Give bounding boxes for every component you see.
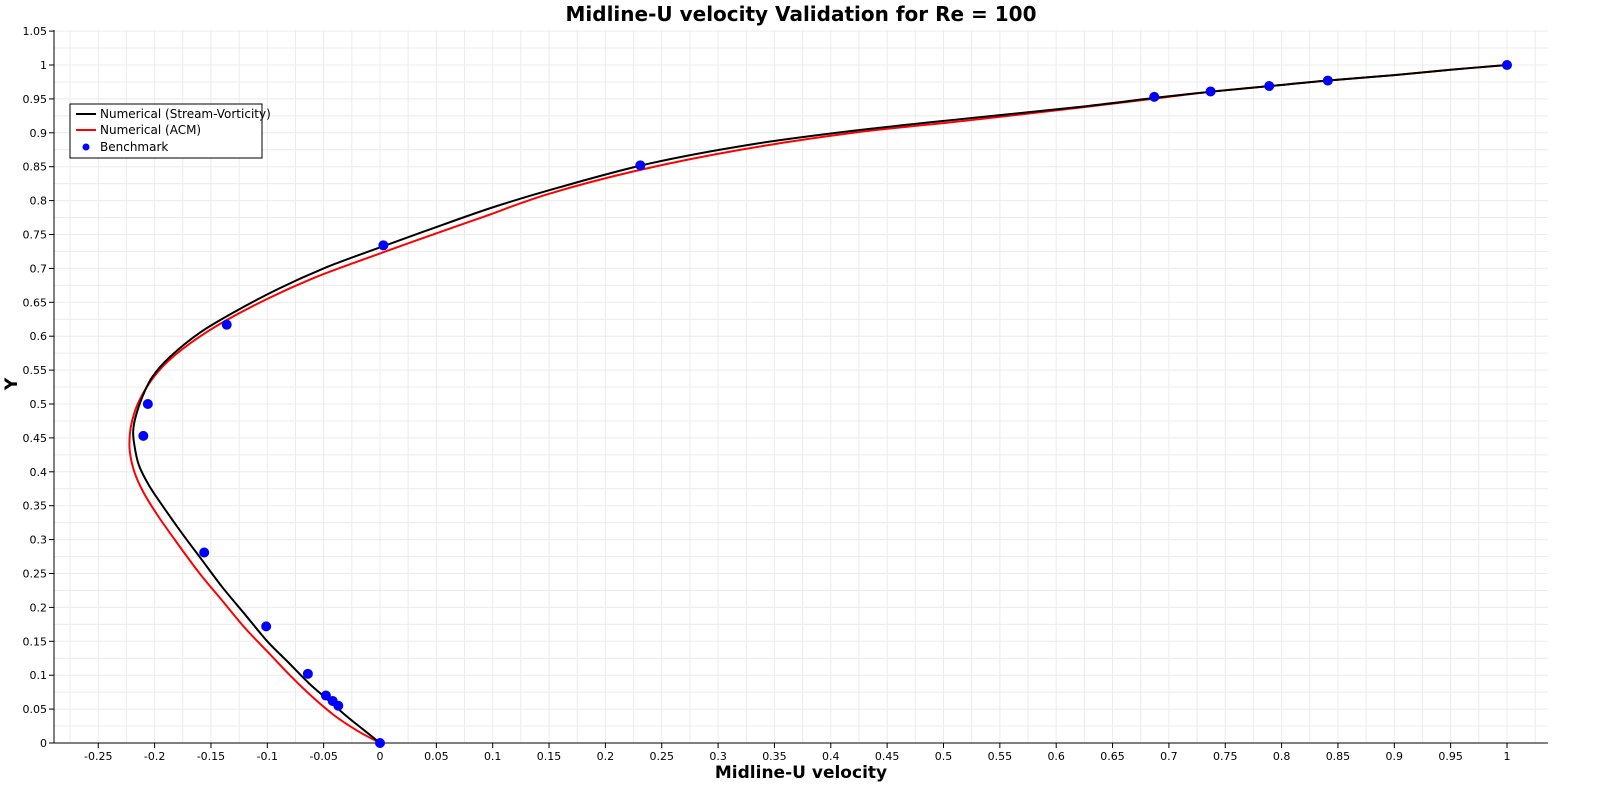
y-tick-label: 0.35 <box>23 500 48 513</box>
x-tick-label: 0.05 <box>424 750 449 763</box>
x-tick-label: 0.65 <box>1100 750 1125 763</box>
x-tick-label: 0.25 <box>650 750 675 763</box>
legend-label-stream-vorticity: Numerical (Stream-Vorticity) <box>100 107 271 121</box>
benchmark-point <box>327 695 338 706</box>
benchmark-point <box>635 160 646 171</box>
x-tick-label: 0.3 <box>709 750 727 763</box>
benchmark-point <box>261 621 272 632</box>
benchmark-point <box>142 399 153 409</box>
legend-label-acm: Numerical (ACM) <box>100 123 201 137</box>
axes <box>53 30 1548 744</box>
x-tick-label: 0.45 <box>875 750 900 763</box>
legend-box <box>69 103 263 159</box>
x-tick-label: -0.2 <box>144 750 165 763</box>
x-tick-label: -0.1 <box>257 750 278 763</box>
chart-title: Midline-U velocity Validation for Re = 1… <box>566 2 1037 26</box>
y-tick-label: 0.9 <box>30 127 48 140</box>
y-tick-label: 0.7 <box>30 262 48 275</box>
benchmark-point <box>138 430 149 441</box>
x-tick-label: 0.85 <box>1326 750 1351 763</box>
grid-lines <box>54 30 1548 743</box>
y-tick-label: 0.45 <box>23 432 48 445</box>
x-tick-label: 0.75 <box>1213 750 1238 763</box>
x-tick-label: 0 <box>377 750 384 763</box>
benchmark-point <box>199 547 210 558</box>
y-axis-ticks: 0 0.05 0.1 0.15 0.2 0.25 0.3 0.35 0.4 0.45 0.5 0.55… <box>23 25 54 750</box>
benchmark-point <box>375 738 385 748</box>
y-tick-label: 0.4 <box>30 466 48 479</box>
legend: Numerical (Stream-Vorticity) Numerical (… <box>69 103 271 159</box>
legend-label-benchmark: Benchmark <box>100 140 168 154</box>
y-tick-label: 0.1 <box>30 669 48 682</box>
benchmark-point <box>1502 60 1512 70</box>
y-tick-label: 0.95 <box>23 93 48 106</box>
benchmark-point <box>1205 86 1216 97</box>
series-line-0 <box>132 64 1508 744</box>
y-tick-label: 1.05 <box>23 25 48 38</box>
y-tick-label: 0.65 <box>23 296 48 309</box>
benchmark-point <box>221 319 232 330</box>
x-tick-label: 0.6 <box>1047 750 1065 763</box>
y-tick-label: 0.6 <box>30 330 48 343</box>
y-tick-label: 0 <box>40 737 47 750</box>
series-layer <box>128 60 1512 748</box>
x-tick-label: 0.55 <box>988 750 1013 763</box>
benchmark-point <box>1264 81 1275 92</box>
x-tick-label: 0.7 <box>1160 750 1178 763</box>
y-tick-label: 0.5 <box>30 398 48 411</box>
x-tick-label: 0.35 <box>762 750 787 763</box>
x-tick-label: 0.4 <box>822 750 840 763</box>
legend-swatch-benchmark <box>82 143 90 151</box>
x-axis-ticks: -0.25 -0.2 -0.15 -0.1 -0.05 0 0.05 0.1 0.15 0.2 0.… <box>84 743 1511 763</box>
y-axis-label: Y <box>2 377 22 391</box>
x-tick-label: -0.25 <box>84 750 112 763</box>
y-tick-label: 0.25 <box>23 568 48 581</box>
y-tick-label: 0.2 <box>30 601 48 614</box>
x-tick-label: 0.8 <box>1273 750 1291 763</box>
y-tick-label: 0.55 <box>23 364 48 377</box>
x-tick-label: 0.5 <box>935 750 953 763</box>
y-tick-label: 0.8 <box>30 195 48 208</box>
x-tick-label: 0.1 <box>484 750 502 763</box>
benchmark-point <box>378 240 389 251</box>
y-tick-label: 0.05 <box>23 703 48 716</box>
y-tick-label: 0.3 <box>30 534 48 547</box>
benchmark-point <box>1322 75 1333 86</box>
benchmark-point <box>320 690 331 701</box>
x-tick-label: 0.95 <box>1438 750 1463 763</box>
y-tick-label: 0.75 <box>23 229 48 242</box>
benchmark-point <box>302 668 313 679</box>
x-tick-label: 0.15 <box>537 750 562 763</box>
y-tick-label: 0.15 <box>23 635 48 648</box>
x-tick-label: 0.9 <box>1386 750 1404 763</box>
y-tick-label: 0.85 <box>23 161 48 174</box>
x-tick-label: -0.15 <box>197 750 225 763</box>
x-tick-label: 1 <box>1504 750 1511 763</box>
y-tick-label: 1 <box>40 59 47 72</box>
x-axis-label: Midline-U velocity <box>715 763 887 783</box>
benchmark-point <box>1149 91 1160 102</box>
x-tick-label: 0.2 <box>597 750 615 763</box>
x-tick-label: -0.05 <box>309 750 337 763</box>
